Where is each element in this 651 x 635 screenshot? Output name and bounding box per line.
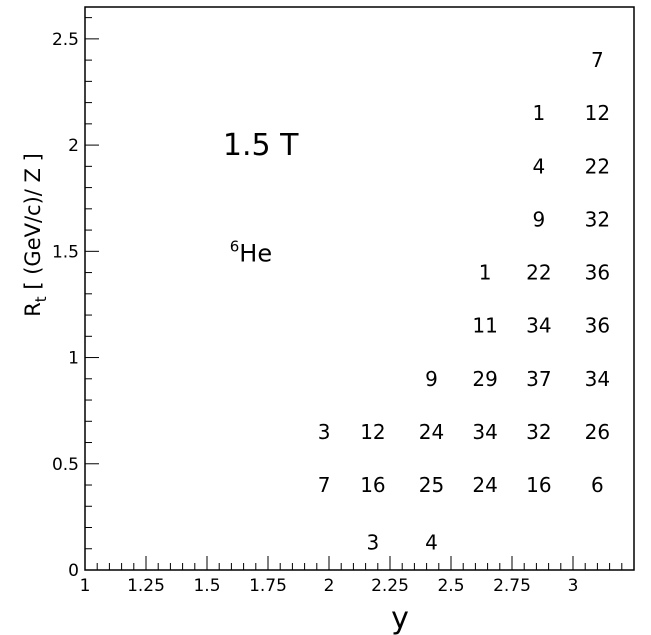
cell-label: 9: [425, 367, 438, 391]
x-tick-label: 3: [568, 576, 579, 596]
cell-label: 26: [585, 420, 610, 444]
cell-label: 1: [532, 101, 545, 125]
tick-labels: 1 1.25 1.5 1.75 2 2.25 2.5 2.75 3 0 0.5 1 1.5 2 2.5: [52, 30, 578, 596]
x-tick-label: 1.75: [249, 576, 287, 596]
cell-label: 6: [591, 473, 604, 497]
annotation-text: He: [239, 239, 272, 267]
cell-label: 1: [479, 261, 492, 285]
y-tick-label: 2.5: [52, 30, 79, 50]
x-tick-label: 1.25: [127, 576, 165, 596]
cell-label: 22: [526, 261, 551, 285]
cell-label: 36: [585, 261, 610, 285]
cell-label: 12: [585, 101, 610, 125]
cell-label: 34: [526, 314, 551, 338]
y-tick-label: 1.5: [52, 242, 79, 262]
cell-label: 7: [318, 473, 331, 497]
cell-label: 16: [360, 473, 385, 497]
cell-label: 4: [532, 154, 545, 178]
cell-label: 29: [472, 367, 497, 391]
cell-label: 34: [585, 367, 610, 391]
cell-label: 32: [526, 420, 551, 444]
cell-label: 9: [532, 207, 545, 231]
y-tick-label: 2: [68, 136, 79, 156]
y-tick-label: 0.5: [52, 455, 79, 475]
plot-frame: [84, 6, 635, 571]
cell-label: 34: [472, 420, 497, 444]
cell-label: 3: [367, 530, 380, 554]
cell-label: 12: [360, 420, 385, 444]
x-tick-label: 2: [324, 576, 335, 596]
x-tick-label: 2.25: [371, 576, 409, 596]
x-axis-title: y: [391, 601, 409, 635]
y-tick-label: 0: [68, 561, 79, 581]
cell-label: 24: [419, 420, 444, 444]
y-axis-title-subscript: t: [32, 296, 50, 302]
cell-label: 4: [425, 530, 438, 554]
cell-label: 32: [585, 207, 610, 231]
cell-label: 11: [472, 314, 497, 338]
x-tick-label: 2.75: [493, 576, 531, 596]
y-axis-title: Rt [ (GeV/c)/ Z ]: [21, 153, 50, 317]
y-axis-title-symbol: R: [21, 302, 45, 317]
y-axis-title-unit: [ (GeV/c)/ Z ]: [21, 153, 45, 296]
cell-label: 22: [585, 154, 610, 178]
cell-label: 24: [472, 473, 497, 497]
x-tick-label: 1: [80, 576, 91, 596]
annotation-label: 1.5 T: [223, 128, 299, 163]
annotation-superscript: 6: [230, 237, 240, 255]
cell-label: 37: [526, 367, 551, 391]
cell-label: 16: [526, 473, 551, 497]
cell-label: 3: [318, 420, 331, 444]
cell-label: 36: [585, 314, 610, 338]
cell-label: 25: [419, 473, 444, 497]
x-tick-label: 2.5: [437, 576, 464, 596]
y-tick-label: 1: [68, 349, 79, 369]
x-tick-label: 1.5: [193, 576, 220, 596]
annotation-label: 6He: [230, 237, 272, 267]
annotations: 1.5 T 6He: [223, 128, 299, 267]
cell-label: 7: [591, 48, 604, 72]
